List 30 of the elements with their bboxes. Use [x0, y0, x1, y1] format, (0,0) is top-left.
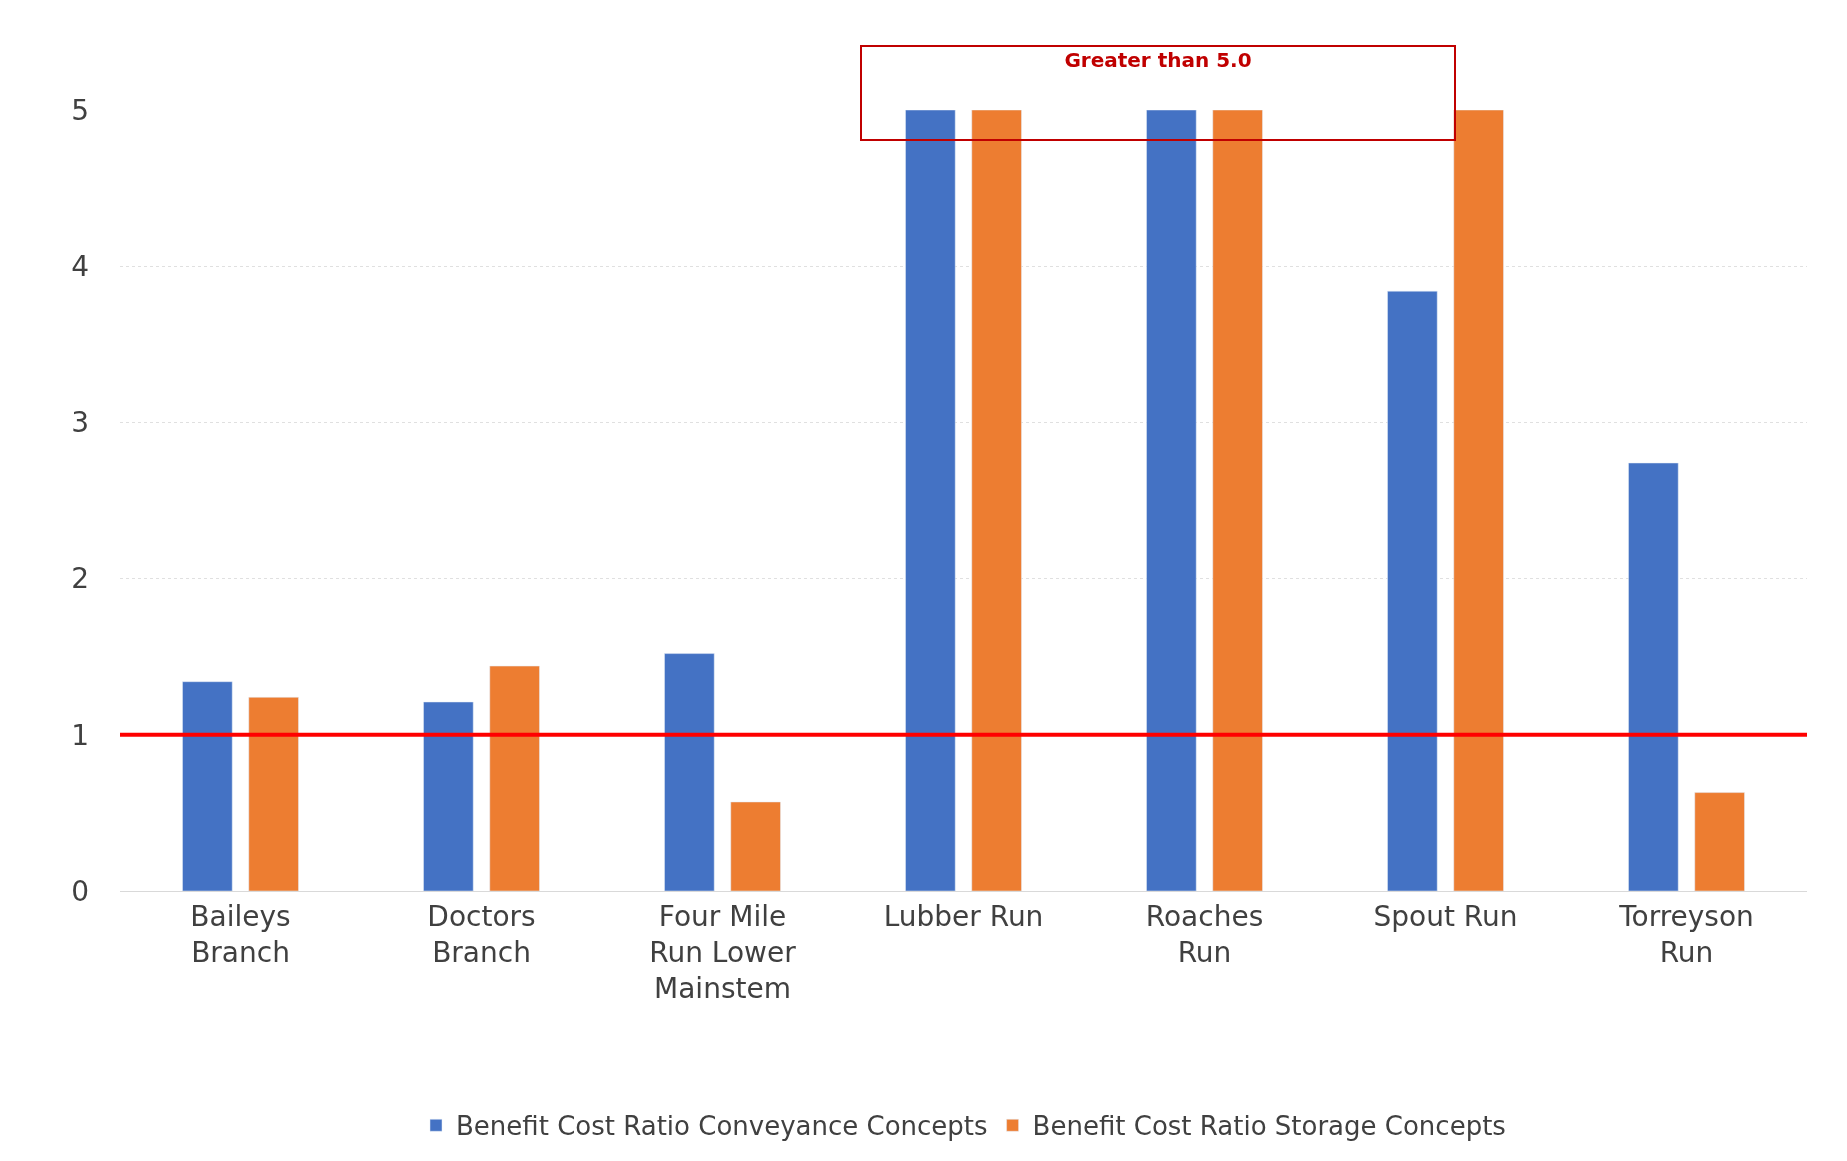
bar — [1628, 462, 1679, 891]
y-tick-label: 4 — [71, 250, 89, 283]
y-tick-label: 1 — [71, 718, 89, 752]
legend-label: Benefit Cost Ratio Storage Concepts — [1032, 1111, 1506, 1142]
bar — [1453, 110, 1504, 891]
x-tick-label: Doctors Branch — [427, 899, 536, 969]
y-tick-label: 0 — [71, 874, 89, 908]
bar — [971, 110, 1022, 891]
y-tick-label: 5 — [71, 93, 89, 127]
x-tick-label: Lubber Run — [883, 899, 1044, 933]
text: Greater than 5.0 — [1064, 48, 1252, 72]
bar — [489, 665, 540, 891]
bar — [248, 697, 299, 891]
bar — [1146, 110, 1197, 891]
x-tick-label: Baileys Branch — [190, 899, 291, 969]
bar — [1387, 290, 1438, 891]
bar — [1212, 110, 1263, 891]
bar — [182, 681, 233, 891]
bar — [730, 801, 781, 891]
y-tick-label: 3 — [71, 406, 89, 440]
bar — [905, 110, 956, 891]
y-tick-label: 2 — [71, 562, 89, 596]
x-tick-label: Roaches Run — [1145, 899, 1264, 969]
bar — [1694, 792, 1745, 891]
bar — [664, 653, 715, 891]
x-tick-label: Four Mile Run Lower Mainstem — [649, 899, 797, 1006]
x-tick-label: Spout Run — [1373, 899, 1518, 933]
legend-label: Benefit Cost Ratio Conveyance Concepts — [456, 1111, 988, 1142]
bar — [423, 701, 474, 891]
x-tick-label: Torreyson Run — [1618, 899, 1754, 969]
